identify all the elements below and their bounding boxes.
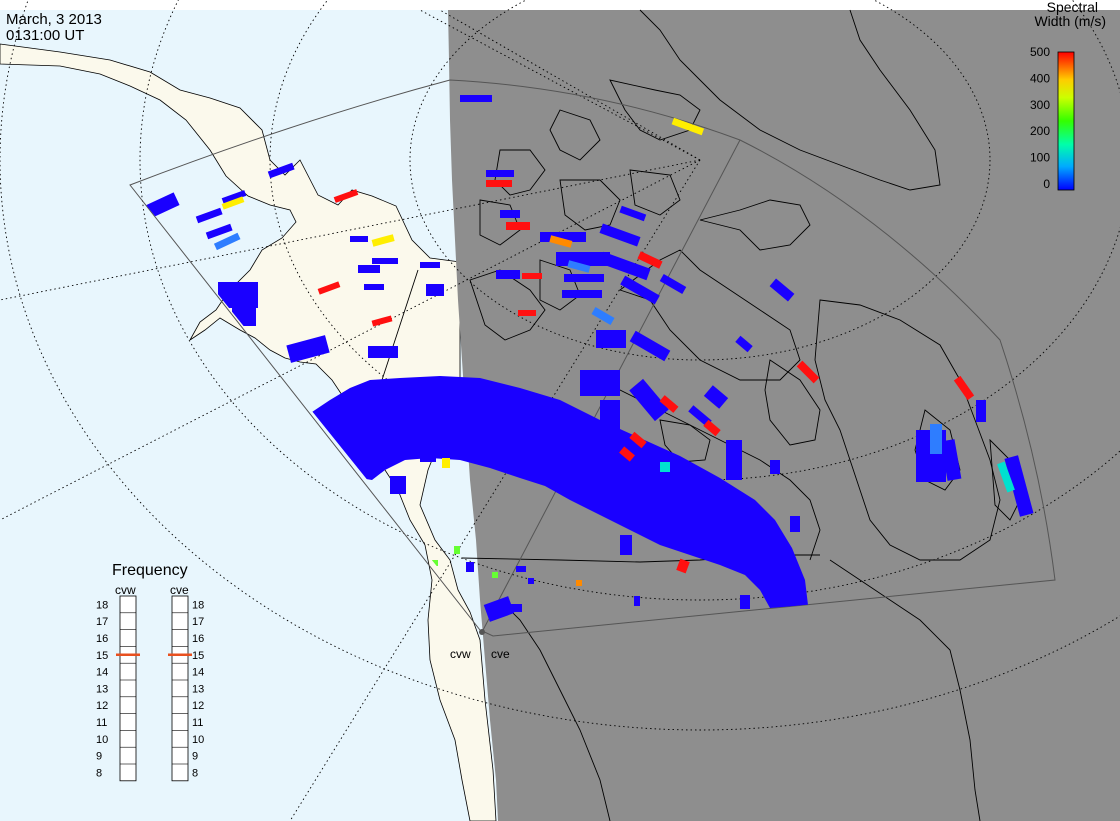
- coastlines: [469, 9, 1021, 821]
- frequency-scale-label: 11: [192, 717, 203, 729]
- legend-tick-label: 200: [1030, 124, 1050, 138]
- frequency-scale-label: 15: [192, 650, 204, 662]
- frequency-scale-label: 14: [192, 667, 204, 679]
- alaska-landmass: [0, 43, 497, 821]
- legend-ticks: 500 400 300 200 100 0: [1030, 45, 1050, 191]
- frequency-scale-label: 12: [96, 700, 108, 712]
- timestamp-header: March, 3 2013 0131:00 UT: [6, 11, 102, 44]
- legend-tick-label: 0: [1043, 177, 1050, 191]
- header-date: March, 3 2013: [6, 11, 102, 28]
- legend-tick-label: 300: [1030, 98, 1050, 112]
- frequency-scale-label: 18: [96, 599, 108, 611]
- radar-site-markers: cvw cve: [450, 629, 510, 661]
- freq-label-cvw: cvw: [115, 583, 136, 597]
- frequency-scale-label: 13: [192, 683, 204, 695]
- main-echo-band: [312, 376, 808, 608]
- freq-label-cve: cve: [170, 583, 189, 597]
- frequency-scale-label: 9: [96, 751, 102, 763]
- frequency-scale-label: 8: [96, 767, 102, 779]
- legend-title-line2: Width (m/s): [1034, 13, 1106, 29]
- frequency-scale-label: 14: [96, 667, 108, 679]
- frequency-scale-label: 15: [96, 650, 108, 662]
- color-legend: Spectral Width (m/s) 500 400 300 200 100 0: [1030, 0, 1106, 191]
- frequency-column-cve: [171, 595, 189, 782]
- header-time: 0131:00 UT: [6, 27, 84, 44]
- frequency-scale-label: 8: [192, 767, 198, 779]
- frequency-scale-label: 9: [192, 751, 198, 763]
- frequency-scale-label: 16: [192, 633, 204, 645]
- frequency-scale-label: 17: [96, 616, 108, 628]
- frequency-scale-label: 10: [192, 734, 204, 746]
- radar-echoes: [146, 95, 1034, 622]
- frequency-scale-label: 12: [192, 700, 204, 712]
- night-shade: [448, 10, 1120, 821]
- frequency-scale-label: 10: [96, 734, 108, 746]
- frequency-scale-label: 17: [192, 616, 204, 628]
- legend-color-bar: [1057, 51, 1075, 191]
- legend-tick-label: 400: [1030, 71, 1050, 85]
- frequency-scale-label: 18: [192, 599, 204, 611]
- radar-label-cve: cve: [491, 647, 510, 661]
- frequency-scale-label: 13: [96, 683, 108, 695]
- frequency-column-cvw: [119, 595, 137, 782]
- frequency-scale-label: 11: [96, 717, 107, 729]
- legend-tick-label: 100: [1030, 151, 1050, 165]
- legend-title-line1: Spectral: [1047, 0, 1098, 15]
- radar-site-dot: [479, 629, 485, 635]
- frequency-title: Frequency: [112, 562, 188, 579]
- frequency-panel: Frequency cvw cve 1817161514131211109818…: [96, 562, 204, 782]
- frequency-scale: 18 17 16 15 14 13 12 11 10 9 8 18 17 16 15 14 13 12 11 10 9 8: [96, 595, 204, 782]
- frequency-scale-label: 16: [96, 633, 108, 645]
- legend-tick-label: 500: [1030, 45, 1050, 59]
- radar-label-cvw: cvw: [450, 647, 471, 661]
